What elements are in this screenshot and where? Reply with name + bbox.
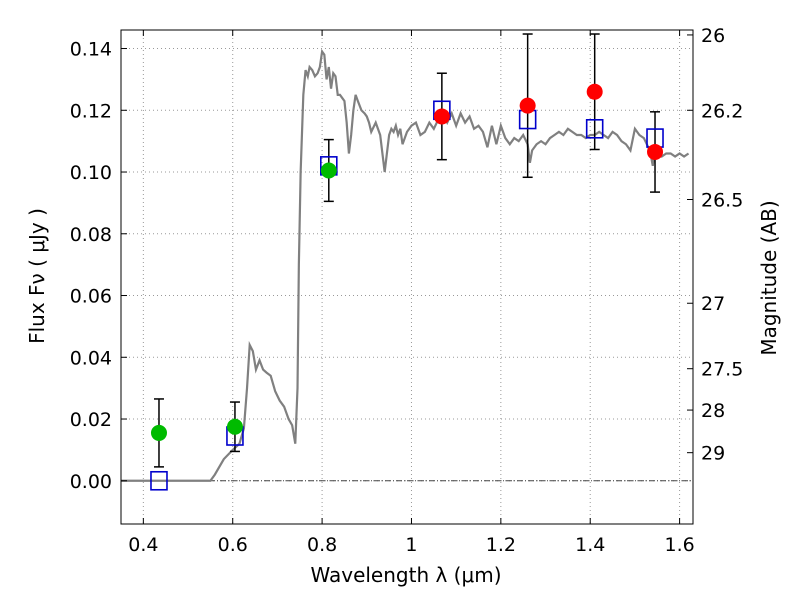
observed-point (519, 97, 536, 114)
plot-frame (120, 29, 694, 525)
axis-ticks: 0.4 0.6 0.8 1 1.2 1.4 1.6 0.00 0.02 0.04 0.06 0.08 0… (70, 25, 744, 556)
y-tick-label: 0.02 (70, 409, 112, 431)
x-tick-label: 0.6 (218, 534, 248, 556)
right-axis-tick-label: 26.5 (701, 190, 743, 212)
right-axis-tick-label: 26 (701, 25, 725, 47)
observed-point (150, 424, 167, 441)
right-axis-tick-label: 28 (701, 400, 725, 422)
x-axis-label: Wavelength λ (μm) (310, 563, 501, 587)
right-axis-tick-label: 27 (701, 293, 725, 315)
observed-point (586, 83, 603, 100)
observed-point (647, 143, 664, 160)
observed-point (226, 418, 243, 435)
model-point-square (150, 470, 168, 491)
y-tick-label: 0.06 (70, 286, 112, 308)
right-axis-label: Magnitude (AB) (757, 200, 781, 355)
y-tick-label: 0.04 (70, 347, 112, 369)
x-tick-label: 1.4 (575, 534, 605, 556)
y-tick-label: 0.00 (70, 471, 112, 493)
observed-photometry-points (150, 83, 664, 441)
y-tick-label: 0.14 (70, 39, 112, 61)
y-tick-label: 0.12 (70, 100, 112, 122)
observed-point (320, 162, 337, 179)
y-tick-label: 0.10 (70, 162, 112, 184)
x-tick-label: 0.4 (128, 534, 158, 556)
x-tick-label: 0.8 (307, 534, 337, 556)
model-sed-curve (121, 48, 690, 482)
right-axis-tick-label: 26.2 (701, 100, 743, 122)
right-axis-tick-label: 29 (701, 443, 725, 465)
observed-point (433, 108, 450, 125)
x-tick-label: 1.2 (486, 534, 516, 556)
model-point-square (585, 119, 604, 139)
x-tick-label: 1 (405, 534, 417, 556)
x-tick-label: 1.6 (664, 534, 694, 556)
y-axis-label: Flux Fν ( μJy ) (25, 208, 49, 344)
right-axis-tick-label: 27.5 (701, 359, 743, 381)
y-tick-label: 0.08 (70, 224, 112, 246)
